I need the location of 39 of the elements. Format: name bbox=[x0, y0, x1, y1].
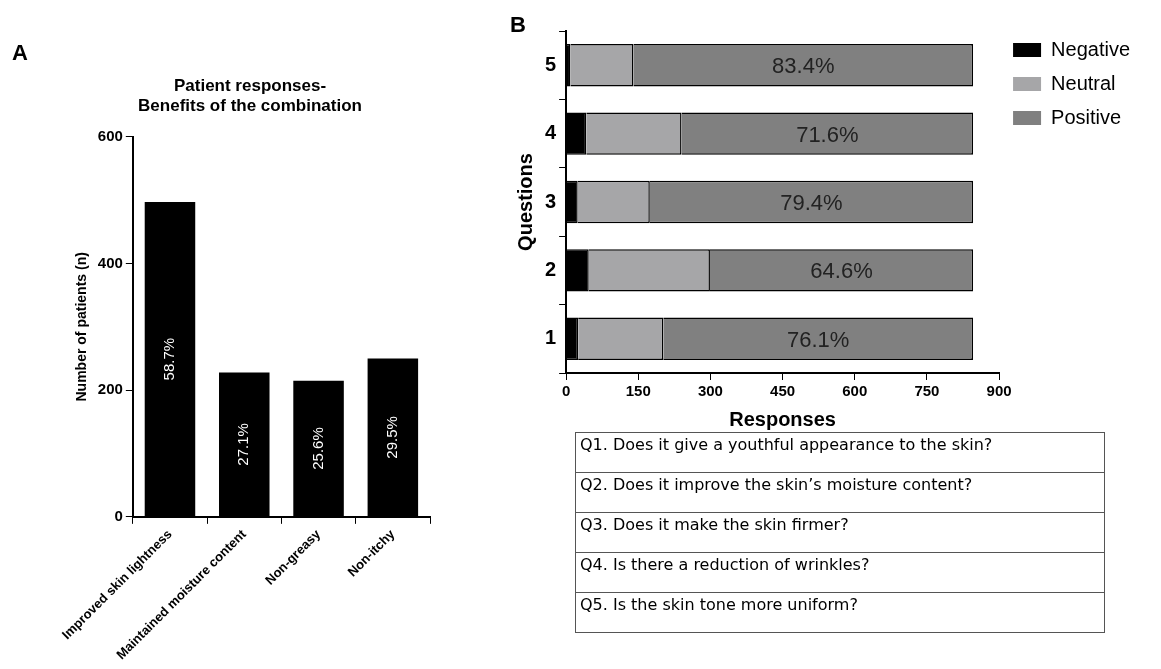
chart-title: Patient responses- Benefits of the combination bbox=[138, 75, 362, 116]
text: Q3. Does it make the skin firmer? bbox=[575, 512, 1105, 553]
text: Q1. Does it give a youthful appearance to the skin? bbox=[575, 432, 1105, 473]
annotation: 64.6% bbox=[810, 258, 873, 284]
annotation: 71.6% bbox=[796, 121, 859, 147]
annotation: 25.6% bbox=[308, 427, 326, 470]
x-axis-title: Responses bbox=[729, 407, 836, 430]
text: B bbox=[510, 12, 526, 38]
y-tick-label: 600 bbox=[97, 126, 123, 144]
y-tick-label: 1 bbox=[545, 326, 557, 349]
text: Q2. Does it improve the skin’s moisture content? bbox=[575, 472, 1105, 513]
text: Q5. Is the skin tone more uniform? bbox=[575, 592, 1105, 633]
text: Q4. Is there a reduction of wrinkles? bbox=[575, 552, 1105, 593]
y-tick-label: 400 bbox=[97, 253, 123, 271]
x-tick-label: 300 bbox=[697, 382, 723, 400]
annotation: 76.1% bbox=[787, 326, 850, 352]
legend-label: Positive bbox=[1051, 105, 1122, 128]
annotation: 79.4% bbox=[780, 190, 843, 216]
x-tick-label: 0 bbox=[561, 382, 571, 400]
y-tick-label: 200 bbox=[97, 380, 123, 398]
annotation: 27.1% bbox=[234, 423, 252, 466]
text: A bbox=[12, 40, 28, 66]
y-tick-label: 4 bbox=[545, 121, 557, 144]
x-tick-label: 900 bbox=[986, 382, 1012, 400]
y-tick-label: 5 bbox=[545, 52, 557, 75]
y-tick-label: 2 bbox=[545, 257, 557, 280]
legend-label: Negative bbox=[1051, 37, 1130, 60]
annotation: 83.4% bbox=[772, 53, 835, 79]
x-tick-label: 450 bbox=[770, 382, 796, 400]
annotation: 29.5% bbox=[382, 416, 400, 459]
annotation: 58.7% bbox=[160, 337, 178, 381]
x-tick-label: 600 bbox=[842, 382, 868, 400]
x-tick-label: 150 bbox=[625, 382, 651, 400]
y-axis-title: Questions bbox=[513, 153, 536, 251]
legend-label: Neutral bbox=[1051, 71, 1116, 94]
x-tick-label: 750 bbox=[914, 382, 940, 400]
y-tick-label: 0 bbox=[114, 506, 123, 524]
y-tick-label: 3 bbox=[545, 189, 557, 212]
y-axis-title: Number of patients (n) bbox=[73, 252, 90, 402]
